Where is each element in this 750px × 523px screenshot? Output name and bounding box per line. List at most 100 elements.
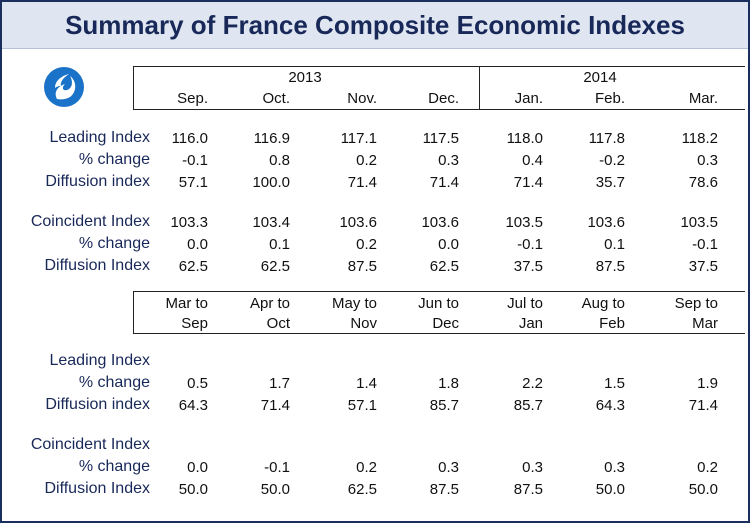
table-cell: 78.6 (688, 174, 718, 191)
period-header-bottom: Oct (266, 315, 290, 332)
table-cell: 87.5 (595, 258, 625, 275)
table-cell: 57.1 (178, 174, 208, 191)
table-cell: 117.8 (588, 130, 625, 147)
row-label: Coincident Index (30, 213, 150, 230)
row-label: % change (78, 151, 150, 168)
table-cell: 0.2 (697, 459, 718, 476)
table-cell: 85.7 (513, 397, 543, 414)
table-cell: 0.3 (438, 459, 459, 476)
row-label: Diffusion Index (44, 480, 150, 497)
period-header-top: Mar to (165, 295, 208, 312)
period-header-bottom: Mar (692, 315, 718, 332)
table-cell: 71.4 (688, 397, 718, 414)
table-rule (133, 66, 745, 67)
month-header: Sep. (177, 90, 208, 107)
table-cell: 0.0 (187, 459, 208, 476)
table-cell: 0.1 (604, 236, 625, 253)
month-header: Nov. (347, 90, 377, 107)
table-cell: 0.8 (269, 152, 290, 169)
period-header-top: Jul to (507, 295, 543, 312)
table-rule (133, 333, 745, 334)
table-cell: 103.6 (587, 214, 625, 231)
table-cell: -0.1 (264, 459, 290, 476)
table-cell: 118.2 (681, 130, 718, 147)
month-header: Feb. (594, 90, 625, 107)
table-cell: 0.2 (356, 236, 377, 253)
table-cell: 116.9 (253, 130, 290, 147)
table-cell: 62.5 (178, 258, 208, 275)
table-cell: -0.1 (182, 152, 208, 169)
table-cell: -0.2 (599, 152, 625, 169)
table-cell: 50.0 (260, 481, 290, 498)
table-rule (133, 291, 134, 334)
table-cell: 103.4 (252, 214, 290, 231)
table-cell: 0.0 (438, 236, 459, 253)
table-cell: 100.0 (252, 174, 290, 191)
table-cell: 87.5 (513, 481, 543, 498)
table-cell: 37.5 (513, 258, 543, 275)
table-cell: -0.1 (517, 236, 543, 253)
table-cell: 103.6 (421, 214, 459, 231)
table-cell: 103.5 (680, 214, 718, 231)
table-cell: 62.5 (429, 258, 459, 275)
row-label: Diffusion Index (44, 257, 150, 274)
period-header-bottom: Sep (181, 315, 208, 332)
page-title: Summary of France Composite Economic Ind… (65, 10, 685, 40)
row-label: Leading Index (49, 129, 150, 146)
table-cell: 117.5 (422, 130, 459, 147)
month-header: Oct. (262, 90, 290, 107)
row-label: Leading Index (49, 352, 150, 369)
table-cell: 0.4 (522, 152, 543, 169)
month-header: Mar. (688, 90, 718, 107)
table-cell: 71.4 (429, 174, 459, 191)
period-header-top: Jun to (418, 295, 459, 312)
period-header-top: May to (331, 295, 377, 312)
row-label: % change (78, 374, 150, 391)
table-cell: 57.1 (347, 397, 377, 414)
period-header-bottom: Feb (599, 315, 625, 332)
table-cell: 64.3 (595, 397, 625, 414)
year-label: 2013 (288, 69, 322, 86)
table-cell: 1.8 (438, 375, 459, 392)
table-cell: 71.4 (347, 174, 377, 191)
table-cell: 0.0 (187, 236, 208, 253)
table-cell: 103.5 (505, 214, 543, 231)
table-cell: 0.5 (187, 375, 208, 392)
table-cell: 50.0 (595, 481, 625, 498)
table-cell: 0.3 (697, 152, 718, 169)
month-header: Dec. (428, 90, 459, 107)
table-cell: 62.5 (347, 481, 377, 498)
table-cell: 71.4 (513, 174, 543, 191)
table-cell: -0.1 (692, 236, 718, 253)
period-header-top: Sep to (674, 295, 718, 312)
table-cell: 85.7 (429, 397, 459, 414)
table-cell: 50.0 (178, 481, 208, 498)
table-cell: 0.3 (604, 459, 625, 476)
table-cell: 71.4 (260, 397, 290, 414)
table-cell: 0.2 (356, 459, 377, 476)
table-cell: 117.1 (340, 130, 377, 147)
table-rule (133, 109, 745, 110)
table-rule (133, 66, 134, 110)
table-rule (133, 291, 745, 292)
table-cell: 0.3 (522, 459, 543, 476)
table-cell: 62.5 (260, 258, 290, 275)
table-cell: 0.2 (356, 152, 377, 169)
month-header: Jan. (514, 90, 543, 107)
table-cell: 103.6 (339, 214, 377, 231)
row-label: Coincident Index (30, 436, 150, 453)
row-label: Diffusion index (45, 173, 150, 190)
table-cell: 50.0 (688, 481, 718, 498)
table-cell: 87.5 (429, 481, 459, 498)
table-cell: 1.5 (604, 375, 625, 392)
table-cell: 64.3 (178, 397, 208, 414)
period-header-top: Apr to (249, 295, 290, 312)
table-cell: 37.5 (688, 258, 718, 275)
flame-logo-icon (44, 67, 84, 107)
title-bar: Summary of France Composite Economic Ind… (2, 2, 748, 49)
period-header-top: Aug to (581, 295, 625, 312)
table-cell: 87.5 (347, 258, 377, 275)
period-header-bottom: Jan (518, 315, 543, 332)
table-cell: 0.1 (269, 236, 290, 253)
